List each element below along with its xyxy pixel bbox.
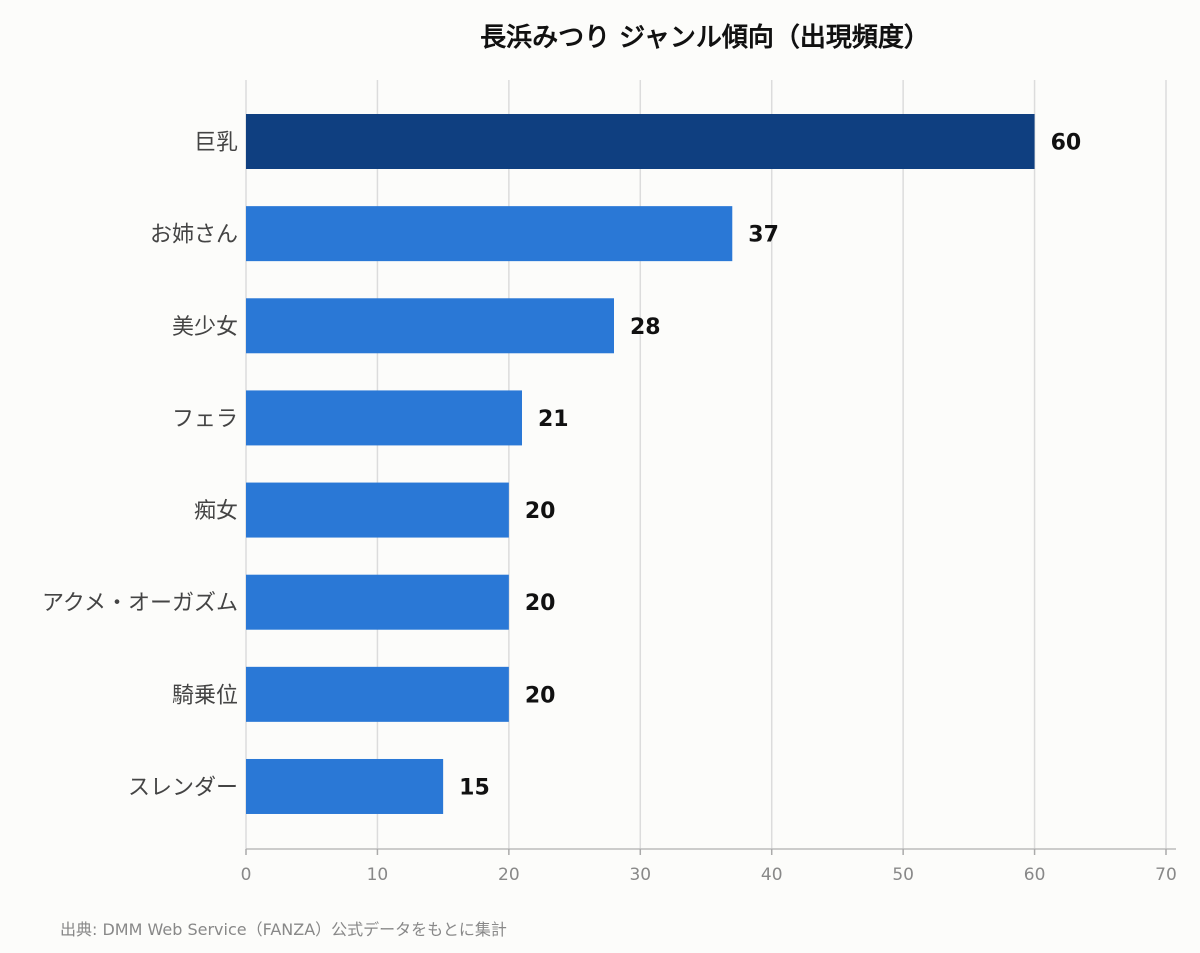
category-label-6: 騎乗位	[172, 683, 238, 708]
bar-6	[246, 666, 509, 722]
category-label-0: 巨乳	[194, 131, 238, 156]
bar-2	[246, 298, 614, 354]
value-label-1: 37	[748, 223, 779, 248]
category-label-5: アクメ・オーガズム	[42, 591, 238, 616]
tick-label-0: 0	[241, 865, 252, 885]
tick-label-20: 20	[498, 865, 520, 885]
tick-label-50: 50	[892, 865, 914, 885]
chart-title: 長浜みつり ジャンル傾向（出現頻度）	[480, 22, 930, 53]
bar-5	[246, 574, 509, 630]
category-label-7: スレンダー	[128, 775, 238, 800]
category-label-2: 美少女	[172, 315, 238, 340]
value-label-7: 15	[459, 775, 490, 800]
category-label-4: 痴女	[194, 499, 238, 524]
category-label-1: お姉さん	[150, 223, 238, 248]
tick-label-10: 10	[367, 865, 389, 885]
bar-0	[246, 114, 1035, 169]
bar-4	[246, 482, 509, 538]
x-axis: 0 10 20 30 40 50 60 70	[241, 848, 1177, 885]
bar-1	[246, 206, 733, 262]
bar-3	[246, 390, 522, 446]
value-label-0: 60	[1051, 131, 1082, 156]
tick-label-60: 60	[1024, 865, 1046, 885]
tick-label-70: 70	[1155, 865, 1177, 885]
category-label-3: フェラ	[172, 407, 238, 432]
tick-label-30: 30	[629, 865, 651, 885]
bar-7	[246, 758, 444, 814]
value-label-5: 20	[525, 591, 556, 616]
value-label-4: 20	[525, 499, 556, 524]
tick-label-40: 40	[761, 865, 783, 885]
value-label-3: 21	[538, 407, 569, 432]
gridlines	[245, 80, 1167, 849]
source-note: 出典: DMM Web Service（FANZA）公式データをもとに集計	[60, 920, 507, 939]
bars: 巨乳 60 お姉さん 37 美少女 28 フェラ 21 痴女 20 アクメ・オーガズム 20 騎乗位 20…	[42, 114, 1081, 814]
value-label-2: 28	[630, 315, 661, 340]
value-label-6: 20	[525, 683, 556, 708]
